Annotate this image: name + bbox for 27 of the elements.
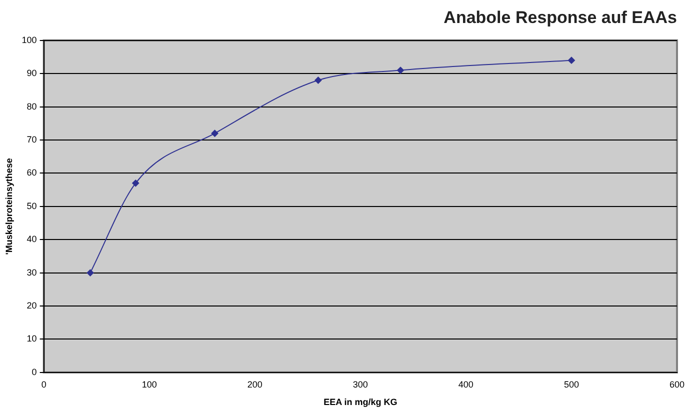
x-tick-label: 100 [142, 379, 157, 390]
y-tick-label: 50 [26, 200, 37, 211]
y-tick-label: 80 [26, 101, 37, 112]
y-tick-label: 20 [26, 300, 37, 310]
x-tick-label: 400 [458, 379, 474, 390]
x-tick-label: 600 [669, 379, 685, 390]
x-tick-label: 300 [352, 379, 368, 390]
y-tick-label: 0 [32, 366, 37, 377]
x-axis-title: EEA in mg/kg KG [324, 397, 398, 408]
y-tick-label: 10 [26, 334, 37, 344]
x-tick-label: 0 [41, 379, 46, 390]
y-tick-label: 100 [22, 34, 37, 45]
point [132, 180, 140, 187]
y-tick-label: 90 [26, 68, 37, 78]
point [314, 76, 322, 84]
chart-title: Anabole Response auf EAAs [444, 8, 677, 27]
x-tick-label: 500 [564, 379, 579, 390]
point [568, 56, 575, 64]
point [86, 269, 94, 276]
point [397, 66, 404, 74]
y-tick-label: 40 [26, 234, 37, 244]
y-tick-label: 60 [26, 168, 37, 178]
y-axis-title: 'Muskelproteinsythese [4, 158, 14, 255]
y-tick-label: 70 [26, 134, 37, 144]
x-tick-label: 200 [247, 379, 262, 390]
point [211, 130, 218, 137]
y-tick-label: 30 [26, 267, 37, 278]
